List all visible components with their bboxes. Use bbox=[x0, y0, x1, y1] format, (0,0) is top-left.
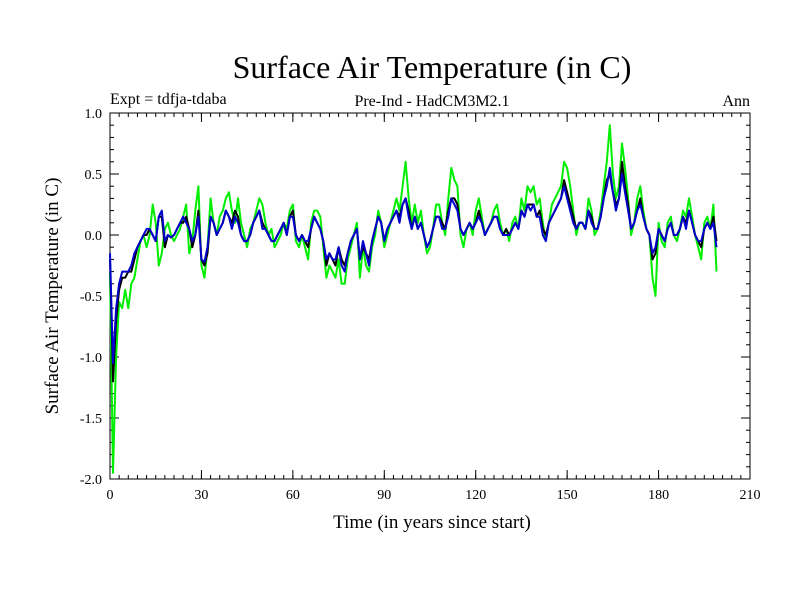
series-layer bbox=[109, 124, 718, 474]
y-axis-label: Surface Air Temperature (in C) bbox=[42, 178, 63, 415]
y-tick-label: -1.0 bbox=[80, 351, 102, 366]
x-tick-labels: 0 30 60 90 120 150 180 210 bbox=[107, 488, 761, 503]
x-tick-label: 120 bbox=[465, 488, 486, 503]
series-line-green bbox=[109, 124, 718, 474]
axis-ticks bbox=[109, 112, 751, 480]
comparison-label: Pre-Ind - HadCM3M2.1 bbox=[354, 93, 509, 110]
period-label: Ann bbox=[722, 93, 750, 110]
y-tick-label: -0.5 bbox=[80, 290, 102, 305]
x-tick-label: 30 bbox=[194, 488, 208, 503]
x-tick-label: 210 bbox=[740, 488, 761, 503]
series-line-blue bbox=[109, 166, 718, 365]
y-tick-label: 0.0 bbox=[85, 229, 103, 244]
x-tick-label: 60 bbox=[286, 488, 300, 503]
x-tick-label: 0 bbox=[107, 488, 114, 503]
y-tick-label: 0.5 bbox=[85, 168, 103, 183]
y-tick-label: -2.0 bbox=[80, 473, 102, 488]
x-tick-label: 150 bbox=[557, 488, 578, 503]
x-axis-label: Time (in years since start) bbox=[333, 512, 531, 533]
plot-frame bbox=[109, 112, 751, 480]
y-tick-label: -1.5 bbox=[80, 412, 102, 427]
y-tick-label: 1.0 bbox=[85, 107, 103, 122]
x-tick-label: 180 bbox=[648, 488, 669, 503]
x-tick-label: 90 bbox=[377, 488, 391, 503]
chart-title: Surface Air Temperature (in C) bbox=[233, 49, 632, 85]
experiment-label: Expt = tdfja-tdaba bbox=[110, 91, 227, 108]
y-tick-labels: 1.0 0.5 0.0 -0.5 -1.0 -1.5 -2.0 bbox=[80, 107, 102, 488]
